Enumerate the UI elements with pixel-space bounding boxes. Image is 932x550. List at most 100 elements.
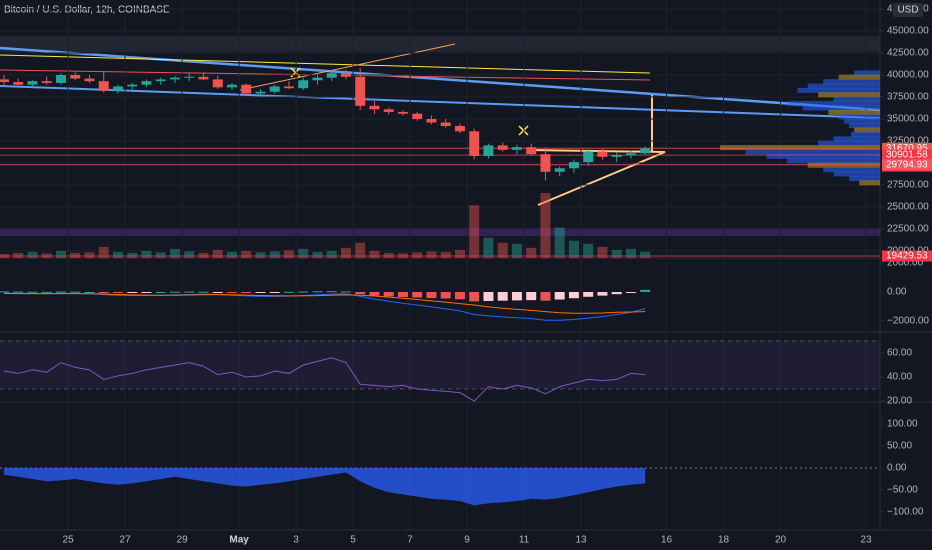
- volume-bar: [583, 243, 594, 258]
- x-tick-label: 25: [63, 535, 75, 546]
- arrow: [239, 43, 456, 91]
- trendline: [0, 54, 651, 74]
- y-tick-label: 0.00: [887, 287, 907, 298]
- histogram-bar: [70, 291, 81, 293]
- volume-bar: [155, 252, 166, 258]
- histogram-bar: [0, 291, 9, 293]
- volume-profile-bar: [823, 167, 880, 173]
- volume-bar: [554, 227, 565, 258]
- volume-profile-bar: [854, 127, 880, 133]
- histogram-bar: [583, 291, 594, 297]
- y-tick-label: 42500.00: [887, 48, 929, 59]
- x-tick-label: 5: [350, 535, 356, 546]
- price-tag-label: 19429.53: [886, 251, 928, 262]
- candle-body: [383, 109, 394, 112]
- volume-bar: [640, 251, 651, 258]
- volume-profile-bar: [802, 105, 880, 111]
- candle-body: [640, 148, 651, 154]
- volume-bar: [440, 251, 451, 258]
- y-tick-label: −2000.00: [887, 316, 929, 327]
- y-tick-label: 50.00: [887, 441, 912, 452]
- candle-body: [184, 76, 195, 78]
- rsi-band: [0, 341, 880, 390]
- candle-body: [326, 73, 337, 78]
- y-tick-label: 22500.00: [887, 224, 929, 235]
- price-tag-label: 30901.58: [886, 150, 928, 161]
- candle-body: [611, 155, 622, 157]
- volume-profile-bar: [807, 83, 880, 89]
- trendline: [0, 85, 881, 119]
- histogram-bar: [568, 291, 579, 299]
- zone: [0, 36, 880, 52]
- x-tick-label: 11: [519, 535, 530, 546]
- triangle: [527, 149, 666, 206]
- volume-bar: [511, 243, 522, 258]
- x-tick-label: 16: [661, 535, 673, 546]
- candle-body: [255, 91, 266, 94]
- zone: [0, 228, 880, 236]
- volume-bar: [27, 251, 38, 258]
- candle-body: [127, 84, 138, 87]
- candle-body: [511, 147, 522, 150]
- histogram-bar: [426, 291, 437, 299]
- price-tag-label: 31670.95: [886, 143, 928, 154]
- histogram-bar: [27, 291, 38, 293]
- y-tick-label: 45000.00: [887, 26, 929, 37]
- volume-bar: [369, 250, 380, 258]
- x-tick-label: 7: [407, 535, 413, 546]
- volume-profile-bar: [849, 175, 880, 181]
- volume-bar: [483, 237, 494, 258]
- volume-profile-bar: [833, 136, 880, 142]
- histogram-bar: [326, 291, 337, 293]
- histogram-bar: [184, 291, 195, 293]
- histogram-bar: [241, 291, 252, 293]
- price-tag: [882, 142, 932, 154]
- volume-bar: [340, 247, 351, 258]
- cross-marker: [290, 67, 529, 136]
- histogram-bar: [611, 291, 622, 295]
- candle-body: [583, 151, 594, 163]
- candle-body: [454, 126, 465, 132]
- candle-body: [70, 75, 81, 79]
- candle-body: [312, 77, 323, 81]
- volume-bar: [112, 251, 123, 258]
- candle-body: [298, 80, 309, 89]
- volume-bar: [454, 249, 465, 258]
- volume-bar: [625, 248, 636, 258]
- volume-bar: [312, 251, 323, 258]
- histogram-bar: [640, 289, 651, 292]
- histogram-bar: [597, 291, 608, 296]
- volume-bar: [540, 193, 551, 258]
- volume-bar: [526, 247, 537, 258]
- y-tick-label: 32500.00: [887, 136, 929, 147]
- y-tick-label: −100.00: [887, 507, 924, 518]
- y-tick-label: −50.00: [887, 485, 918, 496]
- histogram-bar: [298, 291, 309, 293]
- volume-bar: [127, 252, 138, 258]
- volume-profile-bar: [859, 180, 880, 186]
- histogram-bar: [255, 291, 266, 293]
- y-tick-label: 25000.00: [887, 202, 929, 213]
- x-tick-label: 9: [464, 535, 470, 546]
- histogram-bar: [469, 291, 480, 302]
- chart-title: Bitcoin / U.S. Dollar, 12h, COINBASE: [4, 5, 170, 16]
- price-tag: [882, 159, 932, 171]
- histogram-bar: [412, 291, 423, 298]
- histogram-bar: [369, 291, 380, 296]
- volume-bar: [383, 252, 394, 258]
- candle-body: [412, 113, 423, 120]
- candle-body: [198, 76, 209, 80]
- candle-body: [0, 79, 9, 83]
- price-tag: [882, 250, 932, 262]
- y-tick-label: 20.00: [887, 396, 912, 407]
- volume-bar: [212, 249, 223, 258]
- x-tick-label: 3: [293, 535, 299, 546]
- candle-body: [469, 131, 480, 156]
- volume-bar: [184, 251, 195, 258]
- histogram-bar: [198, 291, 209, 293]
- volume-bar: [469, 205, 480, 258]
- volume-bar: [568, 240, 579, 258]
- candle-body: [355, 76, 366, 106]
- candle-body: [226, 84, 237, 88]
